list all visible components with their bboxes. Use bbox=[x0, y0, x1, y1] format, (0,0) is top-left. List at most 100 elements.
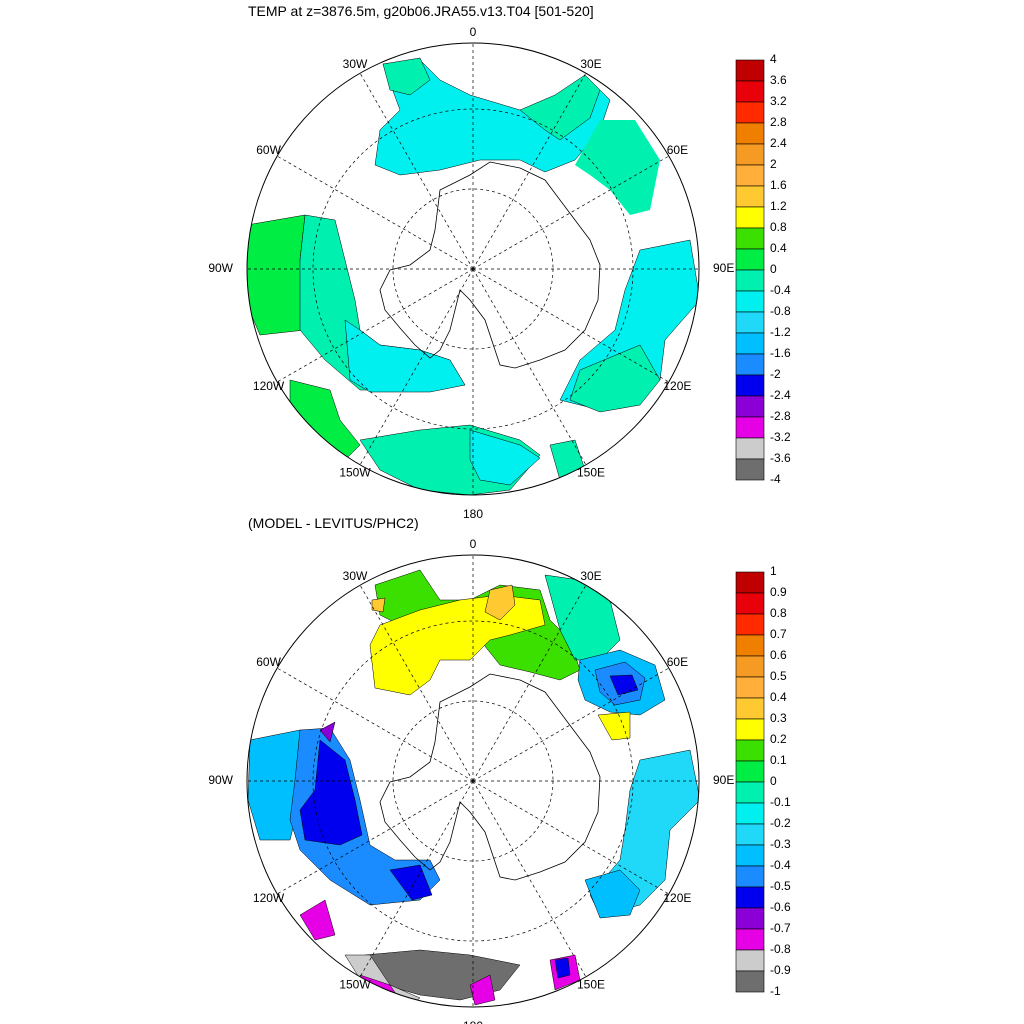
longitude-label: 120E bbox=[663, 379, 691, 393]
colorbar-swatch bbox=[735, 311, 765, 334]
top-colorbar: 4 3.6 3.2 2.8 2.4 2 1.6 1.2 0.8 0.4 0 -0.4 -0.8 -1.2 -… bbox=[735, 52, 791, 486]
colorbar-swatch bbox=[735, 739, 765, 762]
longitude-label: 120E bbox=[663, 891, 691, 905]
bottom-colorbar: 1 0.9 0.8 0.7 0.6 0.5 0.4 0.3 0.2 0.1 0 -0.1 -0.2 -0.… bbox=[735, 564, 791, 998]
bottom-field-atlantic-yellow bbox=[369, 594, 546, 696]
colorbar-label: 3.6 bbox=[770, 73, 787, 87]
colorbar-swatch bbox=[735, 781, 765, 804]
colorbar-swatch bbox=[735, 865, 765, 888]
longitude-label: 0 bbox=[470, 25, 477, 39]
top-polar-map: 0 30E 60E 90E 120E 150E 180 150W 120W 90W 60W 30W bbox=[208, 25, 734, 521]
colorbar-swatch bbox=[735, 571, 765, 594]
colorbar-label: 2 bbox=[770, 157, 777, 171]
colorbar-swatch bbox=[735, 143, 765, 166]
longitude-label: 30E bbox=[580, 57, 601, 71]
top-field-pacific-green-2 bbox=[289, 379, 361, 461]
top-data-fields bbox=[247, 57, 699, 495]
top-field-ross-2 bbox=[469, 429, 541, 486]
colorbar-label: 1.2 bbox=[770, 199, 787, 213]
bottom-field-purple bbox=[319, 721, 336, 743]
colorbar-label: 1.6 bbox=[770, 178, 787, 192]
colorbar-label: 0.8 bbox=[770, 606, 787, 620]
colorbar-label: 1 bbox=[770, 564, 777, 578]
colorbar-label: -0.7 bbox=[770, 921, 791, 935]
colorbar-swatch bbox=[735, 844, 765, 867]
colorbar-swatch bbox=[735, 907, 765, 930]
colorbar-swatch bbox=[735, 80, 765, 103]
bottom-map-border bbox=[246, 554, 700, 1008]
colorbar-swatch bbox=[735, 458, 765, 481]
colorbar-label: 0 bbox=[770, 774, 777, 788]
colorbar-label: 2.4 bbox=[770, 136, 787, 150]
bottom-field-indian-yellow bbox=[597, 711, 631, 741]
longitude-label: 120W bbox=[253, 379, 285, 393]
colorbar-label: 0.2 bbox=[770, 732, 787, 746]
top-map-border bbox=[246, 42, 700, 496]
bottom-field-indian-east-2 bbox=[584, 869, 641, 919]
colorbar-label: 2.8 bbox=[770, 115, 787, 129]
colorbar-swatch bbox=[735, 122, 765, 145]
longitude-label: 150W bbox=[339, 978, 371, 992]
bottom-field-atlantic-orange-3 bbox=[371, 597, 386, 613]
colorbar-label: -0.4 bbox=[770, 283, 791, 297]
bottom-longitude-labels: 0 30E 60E 90E 120E 150E 180 150W 120W 90W 60W 30W bbox=[208, 537, 734, 1024]
colorbar-label: -4 bbox=[770, 472, 781, 486]
longitude-label: 90W bbox=[208, 773, 233, 787]
colorbar-swatch bbox=[735, 185, 765, 208]
colorbar-swatch bbox=[735, 248, 765, 271]
longitude-label: 60E bbox=[667, 655, 688, 669]
top-antarctica-coast bbox=[379, 161, 601, 369]
colorbar-swatch bbox=[735, 676, 765, 699]
colorbar-label: 0.8 bbox=[770, 220, 787, 234]
colorbar-label: 0.1 bbox=[770, 753, 787, 767]
colorbar-swatch bbox=[735, 823, 765, 846]
colorbar-label: -1.6 bbox=[770, 346, 791, 360]
colorbar-label: -0.5 bbox=[770, 879, 791, 893]
colorbar-swatch bbox=[735, 59, 765, 82]
colorbar-label: -0.8 bbox=[770, 942, 791, 956]
colorbar-swatch bbox=[735, 101, 765, 124]
colorbar-label: -2 bbox=[770, 367, 781, 381]
colorbar-swatch bbox=[735, 227, 765, 250]
colorbar-label: -3.6 bbox=[770, 451, 791, 465]
colorbar-swatch bbox=[735, 970, 765, 993]
colorbar-swatch bbox=[735, 613, 765, 636]
bottom-field-pacific-navy-2 bbox=[389, 864, 433, 901]
colorbar-label: -0.3 bbox=[770, 837, 791, 851]
colorbar-swatch bbox=[735, 395, 765, 418]
top-graticule bbox=[247, 43, 699, 495]
longitude-label: 90E bbox=[713, 261, 734, 275]
colorbar-swatch bbox=[735, 760, 765, 783]
top-field-atlantic-3 bbox=[382, 57, 431, 96]
longitude-label: 0 bbox=[470, 537, 477, 551]
colorbar-swatch bbox=[735, 634, 765, 657]
colorbar-label: 0.4 bbox=[770, 690, 787, 704]
bottom-field-pacific-navy bbox=[299, 739, 363, 846]
longitude-label: 60W bbox=[256, 655, 281, 669]
colorbar-swatch bbox=[735, 949, 765, 972]
colorbar-label: 0.3 bbox=[770, 711, 787, 725]
colorbar-swatch bbox=[735, 374, 765, 397]
longitude-label: 90W bbox=[208, 261, 233, 275]
colorbar-swatch bbox=[735, 416, 765, 439]
bottom-field-atlantic-orange bbox=[484, 584, 516, 621]
colorbar-swatch bbox=[735, 886, 765, 909]
longitude-label: 30E bbox=[580, 569, 601, 583]
colorbar-swatch bbox=[735, 164, 765, 187]
top-field-indian-lower bbox=[569, 344, 661, 413]
colorbar-label: 0 bbox=[770, 262, 777, 276]
colorbar-swatch bbox=[735, 655, 765, 678]
colorbar-label: 0.7 bbox=[770, 627, 787, 641]
top-map-title: TEMP at z=3876.5m, g20b06.JRA55.v13.T04 … bbox=[248, 3, 594, 19]
longitude-label: 120W bbox=[253, 891, 285, 905]
colorbar-swatch bbox=[735, 928, 765, 951]
colorbar-label: -0.1 bbox=[770, 795, 791, 809]
colorbar-label: -0.4 bbox=[770, 858, 791, 872]
colorbar-label: -2.4 bbox=[770, 388, 791, 402]
colorbar-label: 0.6 bbox=[770, 648, 787, 662]
bottom-graticule bbox=[247, 555, 699, 1007]
longitude-label: 90E bbox=[713, 773, 734, 787]
longitude-label: 30W bbox=[343, 569, 368, 583]
colorbar-swatch bbox=[735, 592, 765, 615]
